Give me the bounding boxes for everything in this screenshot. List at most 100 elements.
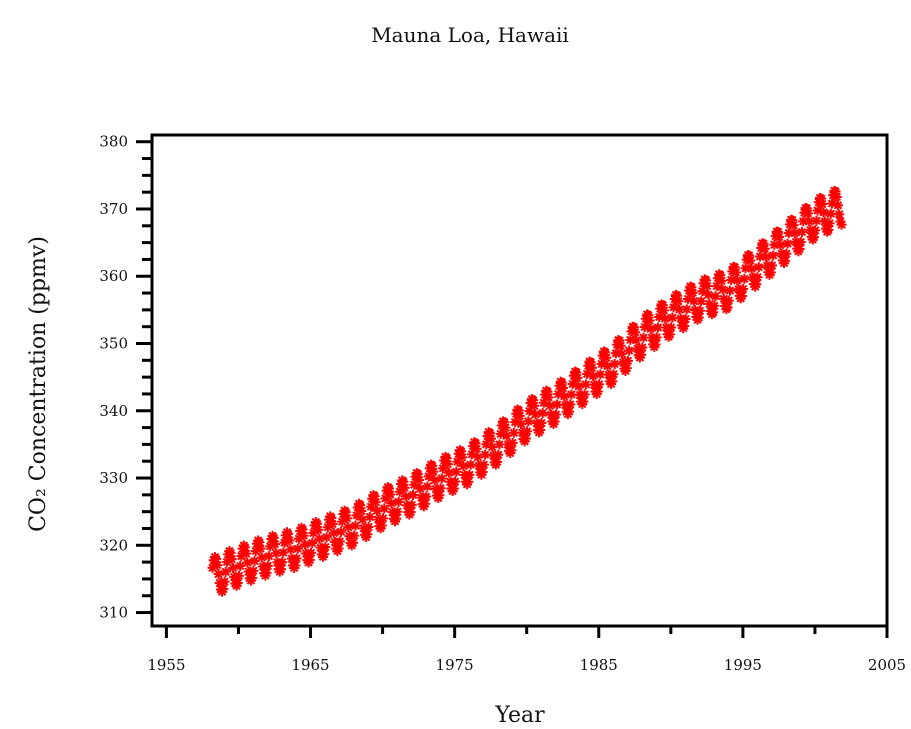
data-point (823, 224, 834, 235)
data-point (834, 209, 845, 220)
data-point (385, 489, 396, 500)
data-point (434, 490, 445, 501)
data-point (507, 437, 518, 448)
data-point (637, 342, 648, 353)
data-point (408, 489, 419, 500)
data-point (566, 389, 577, 400)
data-point (384, 483, 395, 494)
data-point (400, 491, 411, 502)
data-point (298, 530, 309, 541)
data-point (492, 456, 503, 467)
data-point (326, 512, 337, 523)
data-point (335, 526, 346, 537)
data-point (477, 466, 488, 477)
data-point (810, 225, 821, 236)
data-point (369, 491, 380, 502)
data-point (341, 513, 352, 524)
data-point (508, 427, 519, 438)
data-point (334, 536, 345, 547)
x-tick-label: 1995 (724, 656, 762, 674)
data-point (378, 513, 389, 524)
data-point (746, 263, 757, 274)
data-point (549, 416, 560, 427)
data-point (275, 564, 286, 575)
data-point (765, 267, 776, 278)
data-point (493, 449, 504, 460)
y-tick-label: 330 (99, 469, 128, 487)
data-point (738, 283, 749, 294)
data-point (436, 473, 447, 484)
data-point (693, 312, 704, 323)
data-point (442, 459, 453, 470)
data-point (818, 207, 829, 218)
data-point (435, 483, 446, 494)
y-axis-ticks: 310 320 330 340 350 360 370 380 (99, 133, 152, 622)
data-point (535, 424, 546, 435)
data-point (752, 272, 763, 283)
y-tick-label: 370 (99, 200, 128, 218)
data-point (660, 313, 671, 324)
y-tick-label: 340 (99, 402, 128, 420)
data-point (292, 543, 303, 554)
data-point (406, 499, 417, 510)
y-tick-label: 380 (99, 133, 128, 151)
data-point (465, 459, 476, 470)
data-point (652, 322, 663, 333)
data-point (552, 399, 563, 410)
data-point (291, 553, 302, 564)
data-point (650, 339, 661, 350)
data-point (710, 291, 721, 302)
data-point (494, 439, 505, 450)
data-point (722, 302, 733, 313)
x-tick-label: 1985 (580, 656, 618, 674)
data-point (262, 560, 273, 571)
x-tick-label: 1965 (291, 656, 329, 674)
data-point (588, 371, 599, 382)
data-point (370, 497, 381, 508)
data-point (736, 290, 747, 301)
data-point (362, 529, 373, 540)
data-point (615, 340, 626, 351)
x-tick-label: 1975 (436, 656, 474, 674)
data-point (681, 304, 692, 315)
data-point (536, 417, 547, 428)
data-point (350, 520, 361, 531)
data-point (297, 524, 308, 535)
data-point (789, 228, 800, 239)
data-point (550, 409, 561, 420)
data-point (703, 289, 714, 300)
data-point (730, 267, 741, 278)
y-axis-label: CO₂ Concentration (ppmv) (26, 236, 51, 532)
data-point (248, 565, 259, 576)
data-point (760, 251, 771, 262)
y-tick-label: 310 (99, 604, 128, 622)
data-point (594, 379, 605, 390)
y-tick-label: 360 (99, 267, 128, 285)
data-point (564, 406, 575, 417)
data-point (624, 345, 635, 356)
data-point (333, 543, 344, 554)
data-point (471, 443, 482, 454)
x-axis-label: Year (494, 703, 545, 728)
data-point (580, 379, 591, 390)
data-point (724, 285, 735, 296)
data-points (207, 185, 847, 597)
data-point (811, 215, 822, 226)
data-point (255, 543, 266, 554)
data-point (379, 503, 390, 514)
data-point (544, 400, 555, 411)
data-point (667, 312, 678, 323)
data-point (235, 561, 246, 572)
data-point (254, 537, 265, 548)
data-point (247, 572, 258, 583)
data-point (343, 522, 354, 533)
data-point (751, 279, 762, 290)
data-point (732, 275, 743, 286)
data-point (347, 537, 358, 548)
data-point (802, 208, 813, 219)
data-point (687, 287, 698, 298)
data-point (241, 548, 252, 559)
data-point (795, 237, 806, 248)
data-point (658, 305, 669, 316)
data-point (708, 307, 719, 318)
